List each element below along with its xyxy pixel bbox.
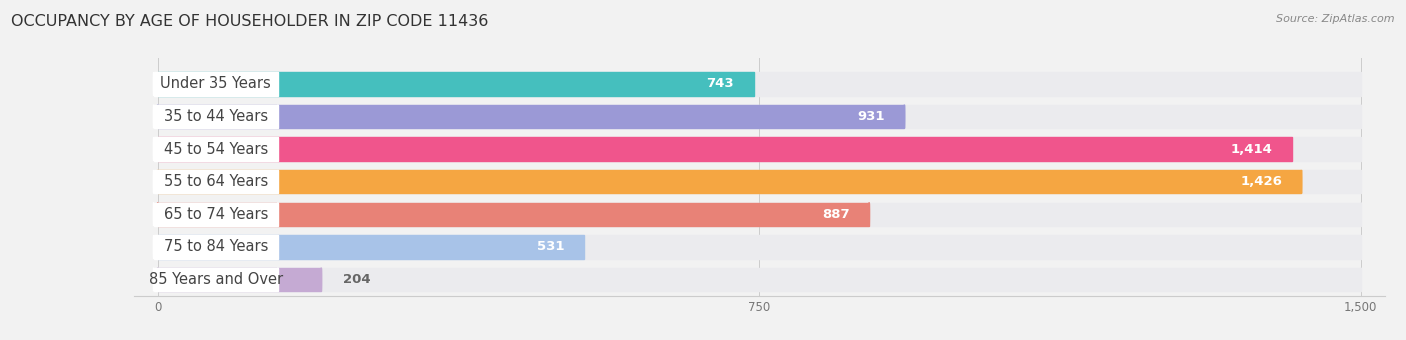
Text: 55 to 64 Years: 55 to 64 Years [163, 174, 269, 189]
Text: 75 to 84 Years: 75 to 84 Years [163, 239, 269, 254]
Text: Source: ZipAtlas.com: Source: ZipAtlas.com [1277, 14, 1395, 23]
Bar [153, 72, 278, 96]
Bar [157, 268, 1361, 291]
Bar [157, 235, 583, 259]
Bar [153, 203, 278, 226]
Text: OCCUPANCY BY AGE OF HOUSEHOLDER IN ZIP CODE 11436: OCCUPANCY BY AGE OF HOUSEHOLDER IN ZIP C… [11, 14, 489, 29]
Text: 1,414: 1,414 [1230, 142, 1272, 156]
Bar [153, 268, 278, 291]
Bar [157, 105, 1361, 128]
Bar [157, 72, 1361, 96]
Bar [157, 72, 754, 96]
Bar [157, 137, 1292, 161]
Text: 204: 204 [343, 273, 371, 286]
Bar [157, 203, 1361, 226]
Bar [153, 170, 278, 193]
Text: 45 to 54 Years: 45 to 54 Years [163, 141, 269, 157]
Text: Under 35 Years: Under 35 Years [160, 76, 271, 91]
Bar [157, 137, 1361, 161]
Bar [157, 105, 904, 128]
Bar [153, 235, 278, 259]
Text: 85 Years and Over: 85 Years and Over [149, 272, 283, 287]
Bar [157, 170, 1361, 193]
Bar [157, 203, 869, 226]
Text: 65 to 74 Years: 65 to 74 Years [163, 207, 269, 222]
Bar [157, 170, 1302, 193]
Bar [157, 235, 1361, 259]
Text: 35 to 44 Years: 35 to 44 Years [163, 109, 269, 124]
Text: 1,426: 1,426 [1240, 175, 1282, 188]
Bar [153, 137, 278, 161]
Bar [153, 105, 278, 128]
Text: 887: 887 [823, 208, 849, 221]
Text: 931: 931 [858, 110, 884, 123]
Text: 531: 531 [537, 240, 564, 253]
Text: 743: 743 [707, 78, 734, 90]
Bar [157, 268, 321, 291]
